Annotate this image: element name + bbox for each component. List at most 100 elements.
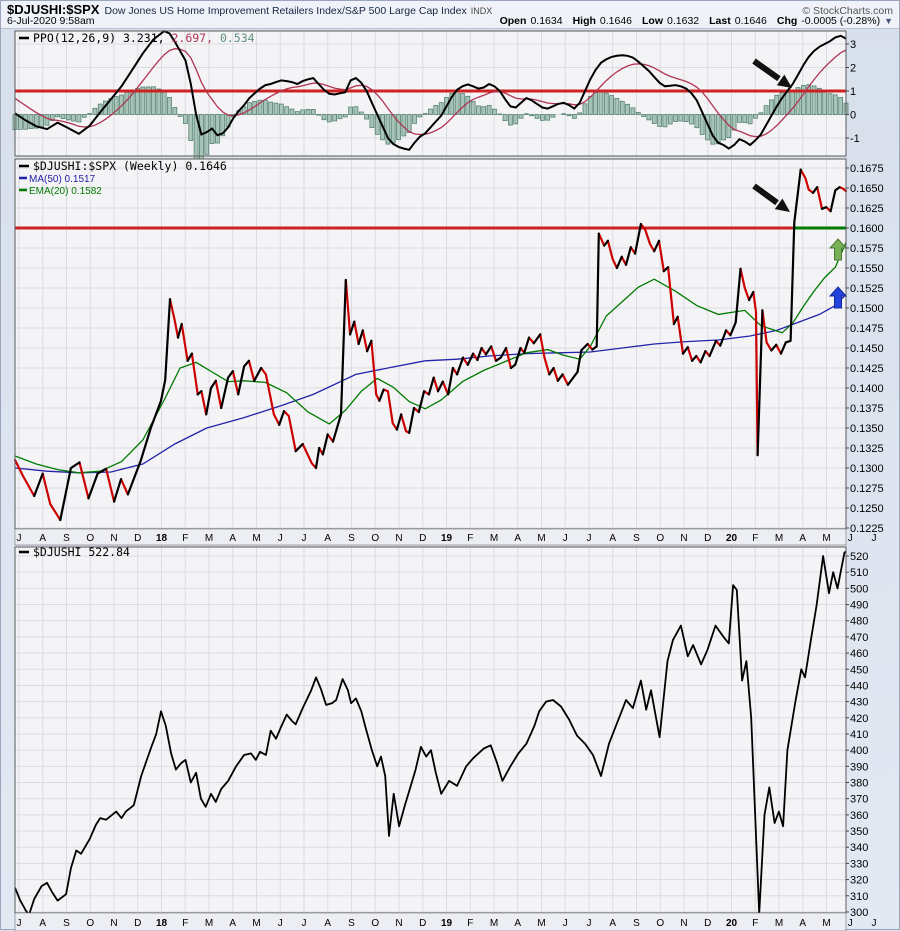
histogram-bar [614, 98, 620, 115]
x-axis-month-label: M [775, 918, 783, 929]
x-axis-month-label: O [371, 533, 379, 544]
x-axis-month-label: 18 [156, 918, 168, 929]
histogram-bar [76, 114, 82, 123]
x-axis-month-label: A [229, 533, 236, 544]
histogram-bar [524, 113, 529, 115]
x-axis-month-label: 20 [726, 533, 738, 544]
y-axis-label: 490 [850, 600, 868, 612]
histogram-bar [390, 114, 396, 144]
ma50-legend: MA(50) 0.1517 [29, 174, 96, 185]
x-axis-month-label: A [39, 533, 46, 544]
histogram-bar [470, 101, 476, 115]
histogram-bar [465, 95, 471, 115]
x-axis-month-label: F [467, 918, 473, 929]
x-axis-month-label: N [395, 918, 402, 929]
histogram-bar [396, 114, 401, 141]
y-axis-label: 320 [850, 875, 868, 887]
y-axis-label: 0.1675 [850, 163, 884, 175]
chg-value: -0.0005 (-0.28%) [801, 15, 881, 27]
last-value: 0.1646 [734, 15, 767, 27]
x-axis-month-label: M [537, 533, 545, 544]
histogram-bar [428, 108, 433, 115]
arrow-shaft [752, 183, 779, 206]
x-axis-month-label: J [17, 918, 22, 929]
histogram-bar [550, 114, 556, 118]
quote-line: Open 0.1634 High 0.1646 Low 0.1632 Last … [494, 15, 893, 27]
histogram-bar [476, 105, 481, 115]
x-axis-month-label: J [872, 533, 877, 544]
x-axis-month-label: D [419, 533, 426, 544]
ma-rising-blue-arrow [828, 286, 848, 309]
y-axis-label: 0.1375 [850, 403, 884, 415]
histogram-bar [635, 111, 641, 115]
symbol: $DJUSHI:$SPX [7, 2, 100, 17]
histogram-bar [215, 114, 220, 144]
open-value: 0.1634 [530, 15, 563, 27]
ema20-legend: EMA(20) 0.1582 [29, 186, 102, 197]
histogram-bar [731, 114, 737, 131]
arrow-head [776, 74, 792, 88]
x-axis-month-label: N [110, 533, 117, 544]
x-axis-month-label: J [302, 918, 307, 929]
histogram-bar [683, 114, 689, 123]
y-axis-label: 0.1450 [850, 343, 884, 355]
histogram-bar [172, 107, 178, 115]
y-axis-label: 0.1600 [850, 223, 884, 235]
ppo-breakout-arrow [752, 58, 792, 88]
histogram-bar [753, 114, 758, 119]
chart-header: $DJUSHI:$SPX Dow Jones US Home Improveme… [1, 1, 899, 29]
histogram-bar [188, 114, 194, 141]
x-axis-month-label: F [182, 918, 188, 929]
x-axis-month-label: F [182, 533, 188, 544]
chg-down-triangle-icon: ▼ [884, 16, 893, 26]
y-axis-label: 0.1625 [850, 203, 884, 215]
x-axis-month-label: N [680, 533, 687, 544]
histogram-bar [673, 114, 678, 122]
y-axis-label: 3 [850, 39, 856, 51]
y-axis-label: 300 [850, 907, 868, 919]
histogram-bar [497, 113, 503, 115]
y-axis-label: 480 [850, 616, 868, 628]
histogram-bar [332, 114, 337, 122]
y-axis-label: 0.1400 [850, 383, 884, 395]
y-axis-label: 0.1300 [850, 463, 884, 475]
chg-label: Chg [776, 15, 798, 27]
x-axis-month-label: M [205, 918, 213, 929]
histogram-bar [785, 90, 790, 115]
x-axis-month-label: S [633, 533, 640, 544]
y-axis-label: 0.1275 [850, 483, 884, 495]
x-axis-month-label: S [63, 533, 70, 544]
histogram-bar [566, 114, 572, 117]
x-axis-month-label: M [205, 533, 213, 544]
histogram-bar [422, 113, 428, 115]
y-axis-label: 0.1650 [850, 183, 884, 195]
x-axis-month-label: J [872, 918, 877, 929]
y-axis-label: 0.1575 [850, 243, 884, 255]
panel-background [15, 547, 846, 913]
ratio-price-line-up [33, 168, 841, 522]
histogram-bar [801, 85, 806, 115]
ema-rising-green-arrow [828, 238, 848, 261]
histogram-bar [113, 96, 119, 115]
histogram-bar [44, 114, 50, 126]
x-axis-month-label: 20 [726, 918, 738, 929]
histogram-bar [678, 114, 684, 122]
x-axis-month-label: M [775, 533, 783, 544]
x-axis-month-label: N [110, 918, 117, 929]
histogram-bar [667, 114, 673, 125]
histogram-bar [742, 114, 748, 124]
low-label: Low [642, 15, 664, 27]
histogram-bar [220, 114, 226, 137]
x-axis-month-label: J [563, 533, 568, 544]
histogram-bar [140, 86, 146, 115]
y-axis-label: -1 [850, 133, 860, 145]
histogram-bar [513, 114, 519, 125]
y-axis-label: 390 [850, 761, 868, 773]
datetime: 6-Jul-2020 9:58am [7, 15, 95, 27]
y-axis-label: 2 [850, 63, 856, 75]
x-axis-month-label: D [134, 533, 141, 544]
x-axis-month-label: S [348, 918, 355, 929]
histogram-bar [561, 113, 567, 115]
ratio-panel: 0.1675 0.1650 0.1625 0.1600 0.1575 0.1550 0.15… [13, 158, 884, 535]
